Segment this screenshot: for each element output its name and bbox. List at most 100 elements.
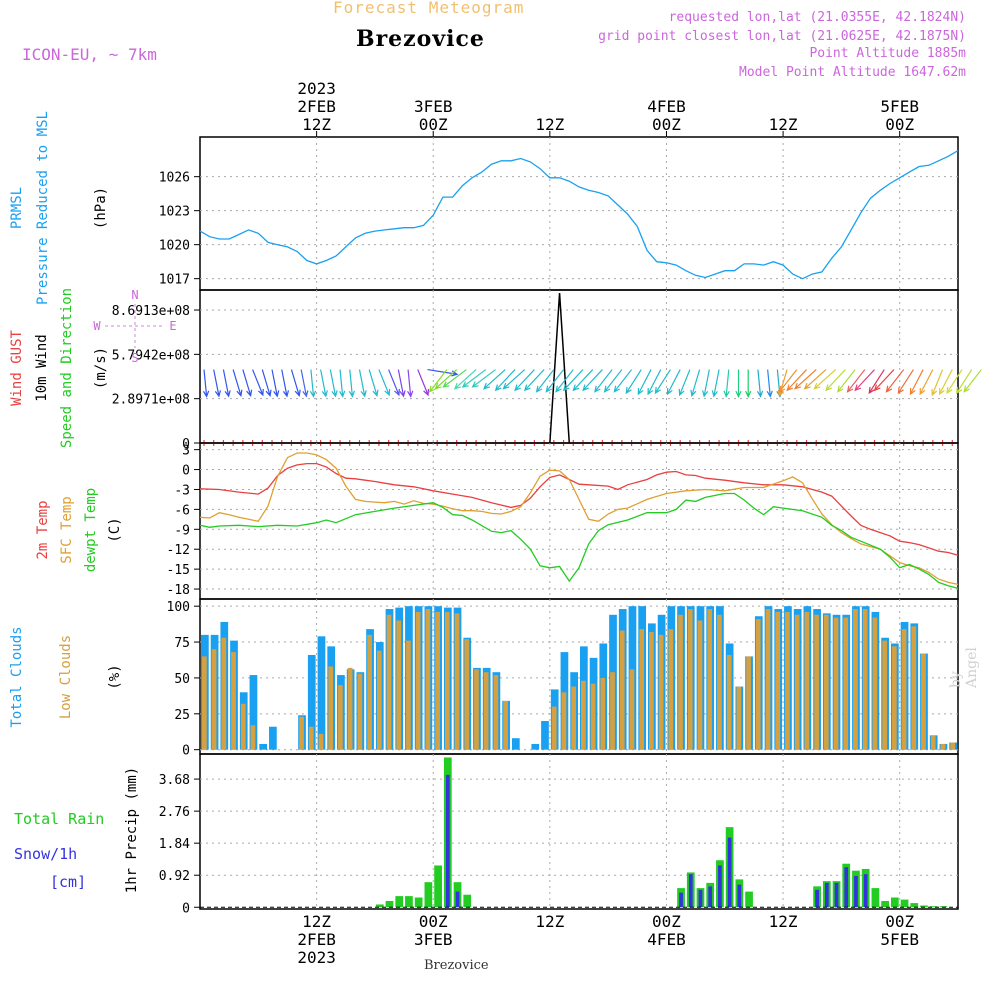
panel-label: Snow/1h (14, 845, 77, 863)
bar-low-clouds (581, 680, 586, 750)
wind-arrow (397, 369, 406, 398)
bottom-time-label: 00Z (652, 912, 681, 931)
requested-coords: requested lon,lat (21.0355E, 42.1824N) (668, 10, 966, 25)
bar-low-clouds (678, 614, 683, 750)
wind-arrow (562, 369, 584, 392)
bar-low-clouds (765, 609, 771, 750)
bar-rain (929, 906, 938, 908)
bottom-time-label: 4FEB (647, 930, 686, 949)
y-tick-label-temperature: -9 (174, 523, 190, 538)
bar-low-clouds (415, 611, 421, 750)
bar-low-clouds (775, 611, 781, 750)
wind-arrow (453, 369, 477, 390)
bar-low-clouds (202, 656, 207, 750)
bar-low-clouds (629, 669, 635, 750)
top-time-label: 2023 (297, 79, 336, 98)
bar-snow (727, 837, 732, 908)
wind-arrow (625, 369, 642, 395)
bar-low-clouds (843, 617, 849, 750)
bar-low-clouds (891, 646, 897, 750)
subtitle: Forecast Meteogram (333, 0, 525, 17)
bar-low-clouds (853, 609, 858, 750)
y-tick-label-clouds: 75 (174, 636, 190, 651)
series-line-temperature-1 (199, 452, 959, 586)
bar-low-clouds (930, 735, 936, 750)
bar-total-clouds (249, 675, 258, 750)
bar-rain (920, 905, 928, 908)
wind-arrow (735, 369, 742, 398)
bottom-time-label: 2023 (297, 948, 336, 967)
bar-low-clouds (639, 629, 645, 750)
wind-arrow (471, 369, 496, 388)
wind-arrow (348, 369, 356, 398)
bar-rain (463, 894, 472, 908)
wind-arrow (358, 369, 367, 398)
wind-arrow (647, 369, 662, 396)
y-tick-label-precip: 3.68 (159, 773, 190, 788)
wind-arrow (368, 369, 379, 397)
panel-label: Pressure Reduced to MSL (35, 111, 51, 305)
top-time-label: 00Z (652, 115, 681, 134)
bar-snow (445, 774, 450, 908)
panel-frame-pressure (199, 136, 959, 291)
y-tick-label-wind: 0 (182, 437, 190, 452)
y-tick-label-clouds: 100 (167, 600, 190, 615)
wind-arrow (776, 369, 783, 398)
bar-low-clouds (590, 683, 596, 750)
wind-arrow (603, 369, 623, 393)
wind-arrow (417, 369, 430, 397)
wind-arrow (778, 369, 798, 393)
wind-arrow (252, 369, 264, 397)
y-tick-label-clouds: 25 (174, 708, 190, 723)
wind-arrow (271, 369, 280, 398)
panel-label: Wind GUST (9, 330, 25, 406)
bar-low-clouds (785, 611, 790, 750)
bar-low-clouds (561, 692, 567, 750)
wind-arrow (300, 369, 309, 398)
bar-low-clouds (940, 743, 946, 750)
bar-low-clouds (386, 614, 392, 750)
bar-low-clouds (619, 630, 625, 750)
bar-snow (708, 886, 713, 908)
bar-low-clouds (658, 634, 664, 750)
wind-arrow (502, 369, 526, 390)
wind-arrow (803, 369, 827, 390)
y-tick-label-pressure: 1017 (159, 273, 190, 288)
wind-arrow (678, 369, 691, 397)
bar-snow (863, 874, 868, 908)
y-tick-label-precip: 1.84 (159, 837, 190, 852)
wind-arrow (654, 369, 671, 395)
panel-label: Total Rain (14, 810, 104, 828)
bar-snow (688, 874, 693, 908)
bar-low-clouds (454, 613, 460, 750)
bar-rain (405, 896, 413, 908)
bar-low-clouds (833, 617, 839, 750)
wind-arrow (931, 369, 944, 397)
bar-rain (385, 900, 394, 908)
panel-label: 10m Wind (34, 334, 50, 401)
y-tick-label-temperature: -6 (174, 503, 190, 518)
bar-low-clouds (921, 653, 926, 750)
wind-arrow (428, 369, 448, 393)
bar-low-clouds (911, 626, 917, 750)
wind-arrow (290, 369, 301, 397)
wind-arrow (309, 369, 317, 398)
bar-low-clouds (250, 725, 256, 750)
wind-arrow (555, 369, 574, 393)
top-time-label: 12Z (769, 115, 798, 134)
bar-low-clouds (726, 654, 732, 750)
y-tick-label-precip: 0 (182, 901, 190, 916)
top-time-label: 2FEB (297, 97, 336, 116)
bar-low-clouds (551, 706, 557, 750)
wind-arrow (766, 369, 773, 398)
wind-arrow (329, 369, 338, 398)
bar-low-clouds (211, 649, 217, 750)
panel-label: SFC Temp (59, 496, 75, 563)
wind-arrow (339, 369, 346, 398)
bar-low-clouds (571, 686, 576, 750)
bar-low-clouds (746, 656, 751, 750)
watermark: by Angel (948, 647, 980, 688)
bar-low-clouds (357, 673, 363, 750)
bottom-time-label: 3FEB (414, 930, 453, 949)
